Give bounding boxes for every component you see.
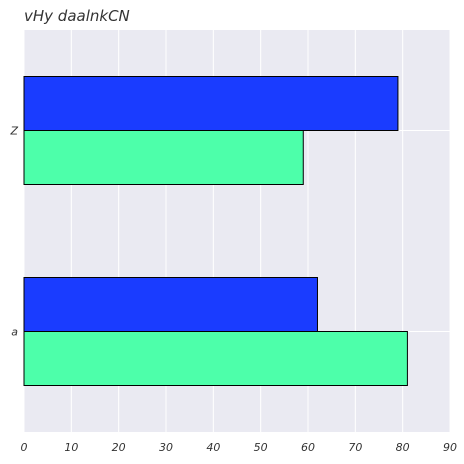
bar-Z-series-2	[23, 130, 304, 185]
bars	[23, 76, 408, 386]
x-tick-label: 80	[396, 441, 410, 454]
x-tick-label: 90	[443, 441, 457, 454]
y-axis-ticks: aZ	[9, 125, 18, 339]
chart-title: vHy daalnkCN	[24, 7, 130, 25]
y-tick-label: a	[11, 326, 18, 339]
x-tick-label: 60	[301, 441, 315, 454]
y-tick-label: Z	[9, 125, 18, 138]
bar-a-series-1	[23, 277, 318, 332]
x-tick-label: 10	[64, 441, 78, 454]
x-tick-label: 40	[206, 441, 220, 454]
x-tick-label: 70	[348, 441, 362, 454]
x-tick-label: 0	[21, 441, 28, 454]
x-tick-label: 50	[254, 441, 268, 454]
bar-Z-series-1	[23, 76, 399, 131]
bar-a-series-2	[23, 331, 408, 386]
x-axis-ticks: 0 10 20 30 40 50 60 70 80 90	[21, 441, 458, 454]
x-tick-label: 30	[159, 441, 173, 454]
x-tick-label: 20	[112, 441, 126, 454]
